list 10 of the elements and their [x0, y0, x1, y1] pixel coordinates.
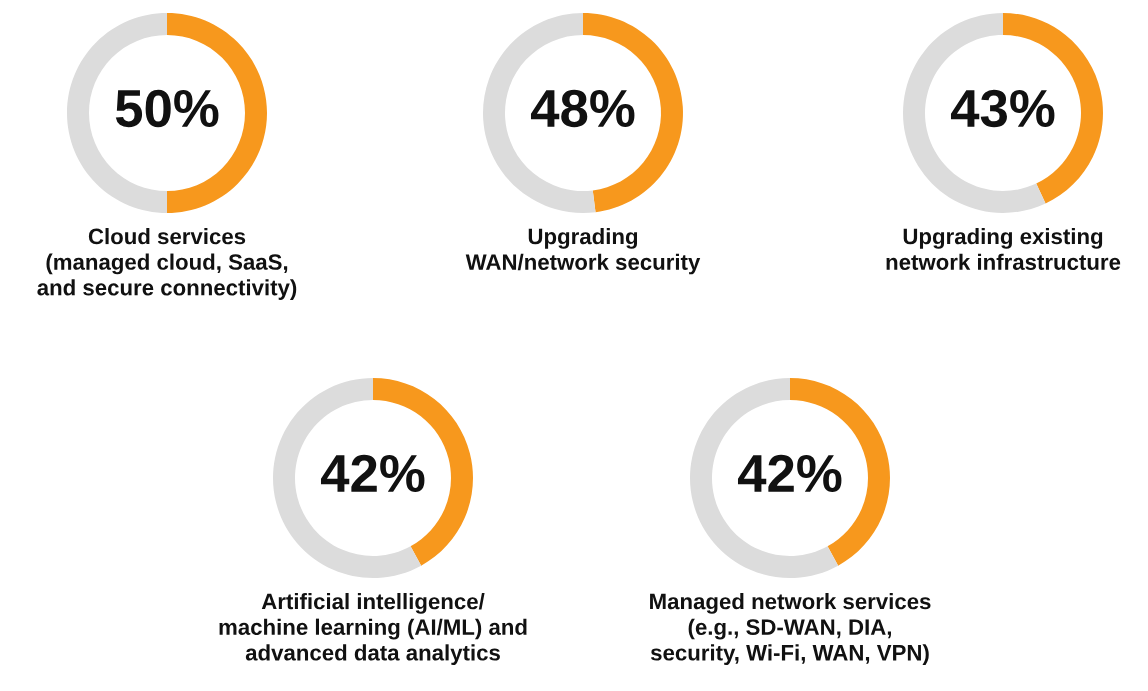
text: Artificial intelligence/ machine learning (AI/ML) and advanced data analytics	[219, 593, 527, 665]
text: Upgrading existing network infrastructure	[886, 228, 1121, 270]
data-label: 48%	[530, 89, 635, 128]
data-label: 50%	[115, 89, 219, 128]
data-label: 42%	[737, 454, 842, 493]
data-label: 43%	[950, 89, 1055, 128]
text: Managed network services (e.g., SD-WAN, DIA, security, Wi-Fi, WAN, VPN)	[650, 593, 931, 665]
data-label: 42%	[320, 454, 425, 493]
text: Cloud services (managed cloud, SaaS, and secure connectivity)	[37, 228, 297, 300]
text: Upgrading WAN/network security	[465, 228, 701, 275]
